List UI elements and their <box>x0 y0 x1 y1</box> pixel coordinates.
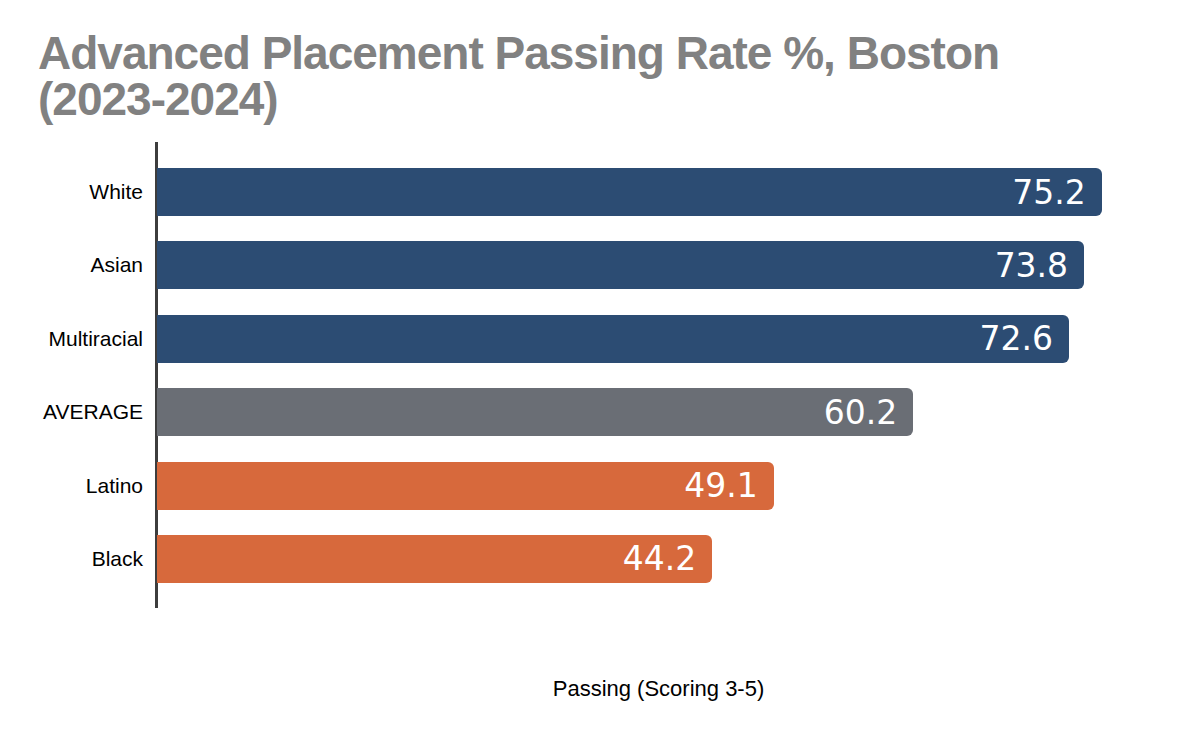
chart-title-line1: Advanced Placement Passing Rate %, Bosto… <box>38 30 999 76</box>
bar-row-average: AVERAGE 60.2 <box>0 388 1200 436</box>
category-label-average: AVERAGE <box>0 400 143 424</box>
value-label-black: 44.2 <box>623 542 696 575</box>
bar-row-black: Black 44.2 <box>0 535 1200 583</box>
bar-black: 44.2 <box>157 535 712 583</box>
category-label-white: White <box>0 180 143 204</box>
category-label-latino: Latino <box>0 474 143 498</box>
value-label-multiracial: 72.6 <box>980 322 1053 355</box>
chart-title-line2: (2023-2024) <box>38 76 999 122</box>
chart-title: Advanced Placement Passing Rate %, Bosto… <box>38 30 999 122</box>
value-label-white: 75.2 <box>1012 176 1085 209</box>
category-label-black: Black <box>0 547 143 571</box>
bar-rows: White 75.2 Asian 73.8 Multiracial 72.6 AVERAGE… <box>0 168 1200 608</box>
bar-multiracial: 72.6 <box>157 315 1069 363</box>
bar-row-latino: Latino 49.1 <box>0 462 1200 510</box>
x-axis-label: Passing (Scoring 3-5) <box>156 676 1161 702</box>
bar-latino: 49.1 <box>157 462 774 510</box>
bar-row-asian: Asian 73.8 <box>0 241 1200 289</box>
category-label-asian: Asian <box>0 253 143 277</box>
bar-row-multiracial: Multiracial 72.6 <box>0 315 1200 363</box>
value-label-latino: 49.1 <box>684 469 757 502</box>
category-label-multiracial: Multiracial <box>0 327 143 351</box>
bar-row-white: White 75.2 <box>0 168 1200 216</box>
bar-asian: 73.8 <box>157 241 1084 289</box>
value-label-asian: 73.8 <box>995 249 1068 282</box>
bar-average: 60.2 <box>157 388 913 436</box>
bar-white: 75.2 <box>157 168 1102 216</box>
value-label-average: 60.2 <box>824 396 897 429</box>
